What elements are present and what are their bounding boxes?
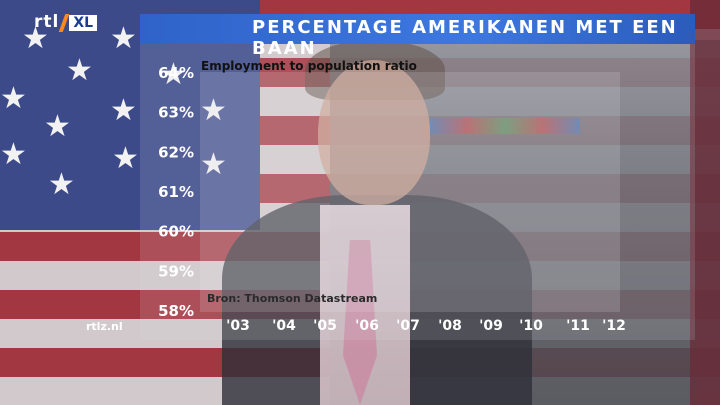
x-tick-label: '06 <box>355 318 379 334</box>
star-icon: ★ <box>48 167 75 202</box>
star-icon: ★ <box>0 137 27 172</box>
star-icon: ★ <box>110 93 137 128</box>
chart-subtitle: Employment to population ratio <box>201 59 417 73</box>
plot-area <box>200 72 620 312</box>
x-axis: '03 '04 '05 '06 '07 '08 '09 '10 '11 '12 <box>226 318 626 334</box>
y-tick-label: 58% <box>158 302 194 320</box>
presenter-head <box>318 60 430 205</box>
x-tick-label: '12 <box>602 318 626 334</box>
x-tick-label: '09 <box>479 318 503 334</box>
right-edge-shade <box>690 0 720 405</box>
star-icon: ★ <box>66 53 93 88</box>
x-tick-label: '10 <box>519 318 543 334</box>
y-tick-label: 63% <box>158 104 194 122</box>
y-tick-label: 61% <box>158 183 194 201</box>
star-icon: ★ <box>200 93 227 128</box>
page-title: PERCENTAGE AMERIKANEN MET EEN BAAN <box>252 17 678 59</box>
logo-sub: XL <box>69 14 98 31</box>
y-tick-label: 60% <box>158 223 194 241</box>
logo-brand: rtl <box>34 12 60 32</box>
star-icon: ★ <box>112 141 139 176</box>
x-tick-label: '03 <box>226 318 250 334</box>
x-tick-label: '07 <box>396 318 420 334</box>
y-axis: 64% 63% 62% 61% 60% 59% 58% <box>158 64 194 320</box>
title-bar <box>140 14 695 44</box>
x-tick-label: '05 <box>313 318 337 334</box>
y-tick-label: 62% <box>158 143 194 161</box>
channel-logo: rtl XL <box>34 12 98 32</box>
star-icon: ★ <box>44 109 71 144</box>
x-tick-label: '11 <box>566 318 590 334</box>
chart-panel <box>140 42 695 340</box>
star-icon: ★ <box>200 147 227 182</box>
x-tick-label: '04 <box>272 318 296 334</box>
star-icon: ★ <box>0 81 27 116</box>
x-tick-label: '08 <box>438 318 462 334</box>
star-icon: ★ <box>110 21 137 56</box>
chart-source: Bron: Thomson Datastream <box>207 292 377 305</box>
footer-url: rtlz.nl <box>86 320 123 333</box>
star-icon: ★ <box>160 57 187 92</box>
star-icon: ★ <box>22 21 49 56</box>
y-tick-label: 59% <box>158 262 194 280</box>
y-tick-label: 64% <box>158 64 194 82</box>
stock-ticker-board <box>430 118 580 134</box>
